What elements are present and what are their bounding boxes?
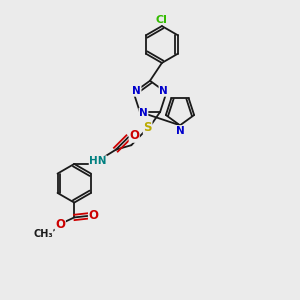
Text: N: N [176,126,184,136]
Text: O: O [88,209,99,223]
Text: HN: HN [89,156,107,166]
Text: N: N [159,86,168,96]
Text: CH₃: CH₃ [33,230,53,239]
Text: O: O [55,218,65,231]
Text: N: N [139,108,148,118]
Text: S: S [143,121,152,134]
Text: N: N [132,86,141,96]
Text: O: O [129,129,139,142]
Text: Cl: Cl [156,14,168,25]
